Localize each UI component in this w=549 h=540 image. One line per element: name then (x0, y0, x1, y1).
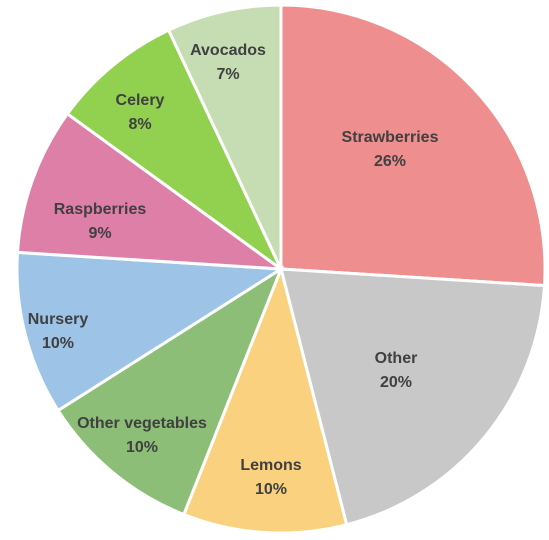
slice-percent-other: 20% (380, 374, 412, 391)
slice-other (279, 267, 547, 527)
slice-name-lemons: Lemons (240, 457, 301, 474)
slice-name-other: Other (375, 350, 418, 367)
slice-name-celery: Celery (116, 92, 165, 109)
slice-percent-nursery: 10% (42, 335, 74, 352)
slice-name-nursery: Nursery (28, 311, 89, 328)
slices-layer (15, 3, 547, 535)
slice-percent-raspberries: 9% (88, 225, 111, 242)
slice-strawberries (279, 3, 547, 288)
slice-percent-lemons: 10% (255, 481, 287, 498)
slice-nursery (15, 250, 286, 413)
slice-avocados (166, 3, 283, 270)
slice-percent-strawberries: 26% (374, 153, 406, 170)
slice-lemons (181, 264, 349, 535)
slice-celery (65, 28, 283, 271)
slice-percent-other-vegetables: 10% (126, 439, 158, 456)
slice-other-vegetables (56, 265, 285, 517)
slice-name-other-vegetables: Other vegetables (77, 415, 207, 432)
labels-layer: Strawberries 26% Other 20% Lemons 10% Other ve… (28, 42, 439, 498)
slice-raspberries (15, 111, 287, 271)
slice-percent-celery: 8% (128, 116, 151, 133)
slice-percent-avocados: 7% (216, 66, 239, 83)
slice-name-avocados: Avocados (190, 42, 266, 59)
slice-name-raspberries: Raspberries (54, 201, 147, 218)
slice-name-strawberries: Strawberries (342, 129, 439, 146)
